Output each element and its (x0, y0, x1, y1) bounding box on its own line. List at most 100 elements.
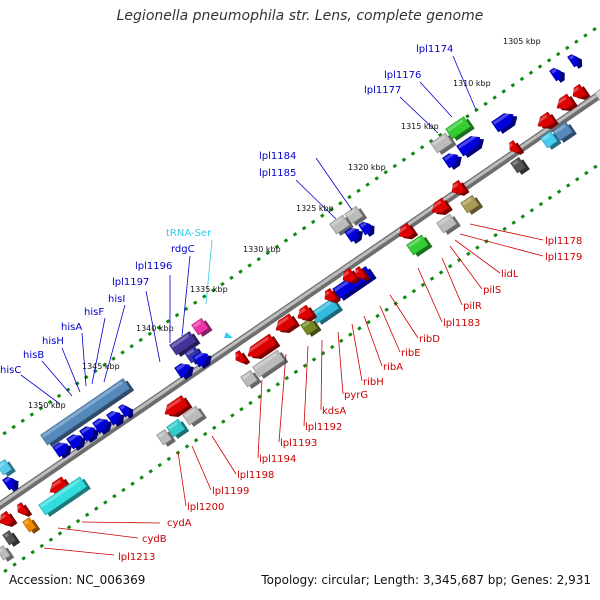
label-lpl1198[interactable]: lpl1198 (237, 470, 274, 481)
label-pyrg[interactable]: pyrG (344, 390, 368, 401)
label-hisc[interactable]: hisC (0, 365, 21, 376)
gene-feature[interactable] (15, 501, 33, 520)
label-pils[interactable]: pilS (483, 285, 501, 296)
gene-feature-lidL[interactable] (429, 197, 453, 221)
gene-feature-cydB[interactable] (0, 510, 18, 531)
label-cyda[interactable]: cydA (167, 518, 192, 529)
gene-feature[interactable] (442, 149, 466, 171)
label-lpl1193[interactable]: lpl1193 (280, 438, 317, 449)
gene-feature[interactable] (233, 349, 251, 368)
label-hisa[interactable]: hisA (61, 322, 82, 333)
gene-feature-lpl1197[interactable] (174, 359, 198, 381)
gene-feature-lpl1179[interactable] (460, 194, 484, 216)
gene-feature[interactable] (322, 287, 341, 307)
gene-feature-ribA[interactable] (273, 312, 301, 338)
gene-feature-trna-ser[interactable] (191, 317, 213, 338)
label-lpl1185[interactable]: lpl1185 (259, 168, 296, 179)
gene-feature-lpl1178[interactable] (449, 179, 470, 200)
label-lpl1194[interactable]: lpl1194 (259, 454, 296, 465)
label-ribd[interactable]: ribD (419, 334, 440, 345)
gene-feature[interactable] (358, 218, 378, 238)
gene-feature-lpl1199[interactable] (182, 405, 207, 429)
label-cydb[interactable]: cydB (142, 534, 167, 545)
gene-feature[interactable] (540, 130, 562, 151)
gene-feature-lpl1193[interactable] (245, 333, 281, 365)
gene-feature[interactable] (156, 428, 176, 448)
label-lpl1196[interactable]: lpl1196 (135, 261, 172, 272)
gene-feature[interactable] (549, 65, 568, 85)
label-hisi[interactable]: hisI (108, 294, 125, 305)
label-lpl1197[interactable]: lpl1197 (112, 277, 149, 288)
gene-feature[interactable] (0, 544, 15, 563)
reverse-tick-mark (193, 438, 199, 443)
label-riba[interactable]: ribA (383, 362, 403, 373)
gene-feature[interactable] (192, 348, 216, 370)
label-lpl1184[interactable]: lpl1184 (259, 151, 296, 162)
gene-feature-hisA[interactable] (92, 414, 116, 436)
forward-tick-mark (565, 45, 570, 51)
label-lpl1183[interactable]: lpl1183 (443, 318, 480, 329)
label-lpl1178[interactable]: lpl1178 (545, 236, 582, 247)
forward-tick-mark (310, 219, 316, 225)
label-lpl1174[interactable]: lpl1174 (416, 44, 453, 55)
gene-feature[interactable] (240, 369, 262, 390)
gene-feature-lpl1198[interactable] (162, 394, 193, 422)
label-ribe[interactable]: ribE (401, 348, 421, 359)
gene-feature[interactable] (510, 156, 530, 176)
gene-feature-hisB[interactable] (66, 430, 90, 452)
gene-feature[interactable] (118, 401, 137, 420)
label-hisb[interactable]: hisB (23, 350, 44, 361)
gene-feature-lpl1192[interactable] (300, 317, 322, 338)
forward-tick-mark (583, 33, 588, 38)
gene-feature-kdsA[interactable] (310, 297, 344, 326)
gene-feature-ribD[interactable] (340, 267, 361, 288)
label-lpl1200[interactable]: lpl1200 (187, 502, 224, 513)
gene-feature[interactable] (0, 458, 16, 478)
gene-feature[interactable] (554, 93, 578, 117)
gene-feature-ribE[interactable] (353, 265, 371, 284)
forward-tick-mark (74, 381, 80, 386)
gene-feature[interactable] (570, 83, 591, 104)
label-hisf[interactable]: hisF (84, 307, 104, 318)
label-lpl1192[interactable]: lpl1192 (305, 422, 342, 433)
gene-feature-lpl1177[interactable] (430, 132, 457, 157)
gene-feature-lpl1185[interactable] (329, 214, 354, 238)
label-pilr[interactable]: pilR (463, 301, 482, 312)
gene-feature-pilS[interactable] (436, 213, 461, 237)
gene-feature[interactable] (456, 131, 488, 159)
gene-feature-lpl1213[interactable] (22, 516, 41, 535)
gene-feature-rdgC[interactable] (169, 330, 201, 358)
gene-feature[interactable] (344, 223, 367, 245)
gene-feature[interactable] (507, 139, 525, 158)
gene-feature[interactable] (567, 51, 586, 70)
reverse-tick-mark (202, 431, 208, 437)
gene-feature-lpl1176[interactable] (445, 115, 475, 142)
gene-feature-ribH[interactable] (295, 304, 318, 326)
label-lpl1177[interactable]: lpl1177 (364, 85, 401, 96)
gene-feature[interactable] (396, 222, 419, 244)
label-trna-ser[interactable]: tRNA-Ser (166, 228, 212, 239)
label-lidl[interactable]: lidL (501, 269, 519, 280)
label-kdsa[interactable]: kdsA (322, 406, 346, 417)
forward-tick-mark (501, 89, 506, 94)
label-rdgc[interactable]: rdgC (171, 244, 195, 255)
reverse-tick-mark (529, 208, 535, 213)
gene-feature[interactable] (2, 529, 21, 548)
gene-feature[interactable] (535, 111, 559, 135)
label-lpl1179[interactable]: lpl1179 (545, 252, 582, 263)
gene-feature-hisH[interactable] (79, 422, 103, 444)
gene-feature-lpl1183[interactable] (406, 234, 433, 259)
label-lpl1213[interactable]: lpl1213 (118, 552, 155, 563)
gene-feature-cydA[interactable] (38, 475, 91, 518)
label-hish[interactable]: hisH (42, 336, 64, 347)
gene-feature-lpl1194[interactable] (252, 349, 289, 381)
label-lpl1176[interactable]: lpl1176 (384, 70, 421, 81)
gene-feature[interactable] (2, 473, 22, 493)
gene-feature-lpl1174[interactable] (491, 108, 521, 135)
gene-feature-hisF[interactable] (106, 407, 128, 428)
gene-feature-lpl1200[interactable] (166, 418, 190, 440)
gene-feature-hisC[interactable] (52, 438, 76, 460)
gene-feature-hisI[interactable] (40, 377, 135, 448)
label-ribh[interactable]: ribH (363, 377, 384, 388)
label-lpl1199[interactable]: lpl1199 (212, 486, 249, 497)
